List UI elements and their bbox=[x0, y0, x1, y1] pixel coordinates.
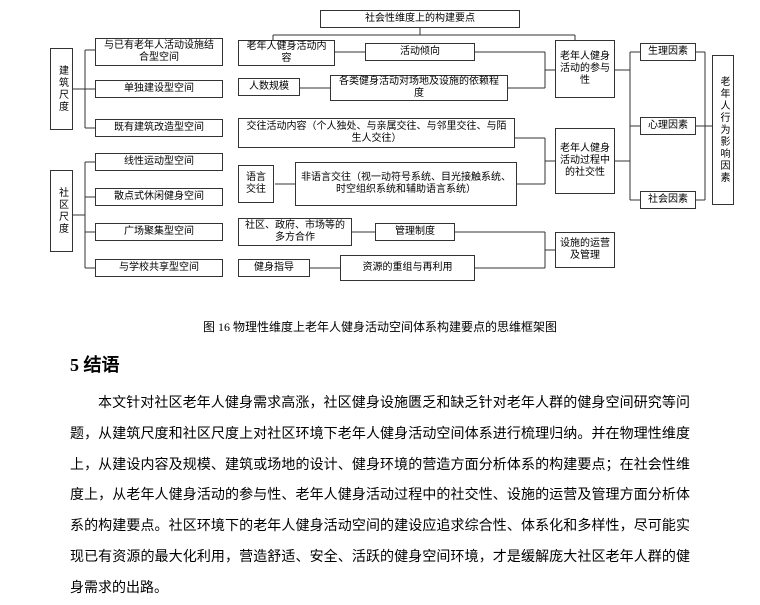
top-box: 社会性维度上的构建要点 bbox=[320, 10, 520, 28]
colA-2: 既有建筑改造型空间 bbox=[95, 119, 223, 137]
figure-caption: 图 16 物理性维度上老年人健身活动空间体系构建要点的思维框架图 bbox=[0, 318, 760, 335]
f3: 社会因素 bbox=[640, 191, 696, 209]
b-trend: 活动倾向 bbox=[365, 43, 475, 61]
b-lang-label: 语言交往 bbox=[238, 165, 274, 203]
f1: 生理因素 bbox=[640, 43, 696, 61]
b-content: 老年人健身活动内容 bbox=[238, 40, 335, 66]
b-guide: 健身指导 bbox=[238, 259, 310, 277]
r1: 老年人健身活动的参与性 bbox=[555, 40, 615, 98]
colA-3: 线性运动型空间 bbox=[95, 153, 223, 171]
left-v-a: 建筑尺度 bbox=[50, 48, 73, 130]
colA-4: 散点式休闲健身空间 bbox=[95, 188, 223, 206]
colA-0: 与已有老年人活动设施结合型空间 bbox=[95, 38, 223, 66]
b-social-content: 交往活动内容（个人独处、与亲属交往、与邻里交往、与陌生人交往） bbox=[238, 118, 515, 148]
b-multi: 社区、政府、市场等的多方合作 bbox=[238, 218, 352, 246]
colA-5: 广场聚集型空间 bbox=[95, 223, 223, 241]
left-v-b: 社区尺度 bbox=[50, 170, 73, 252]
b-mgmt: 管理制度 bbox=[375, 223, 455, 241]
colA-1: 单独建设型空间 bbox=[95, 80, 223, 98]
far-right: 老年人行为影响因素 bbox=[712, 55, 734, 205]
b-scale: 人数规模 bbox=[238, 78, 300, 96]
b-reuse: 资源的重组与再利用 bbox=[340, 255, 475, 281]
b-depend: 各类健身活动对场地及设施的依赖程度 bbox=[330, 75, 508, 101]
r3: 设施的运营及管理 bbox=[555, 232, 615, 268]
colA-6: 与学校共享型空间 bbox=[95, 259, 223, 277]
conclusion-paragraph: 本文针对社区老年人健身需求高涨，社区健身设施匮乏和缺乏针对老年人群的健身空间研究… bbox=[70, 389, 690, 605]
r2: 老年人健身活动过程中的社交性 bbox=[555, 128, 615, 194]
section-heading: 5 结语 bbox=[70, 351, 690, 377]
b-nonverbal: 非语言交往（视一动符号系统、目光接触系统、时空组织系统和辅助语言系统） bbox=[295, 162, 517, 206]
f2: 心理因素 bbox=[640, 117, 696, 135]
framework-diagram: 社会性维度上的构建要点 建筑尺度 社区尺度 与已有老年人活动设施结合型空间 单独… bbox=[20, 10, 740, 310]
